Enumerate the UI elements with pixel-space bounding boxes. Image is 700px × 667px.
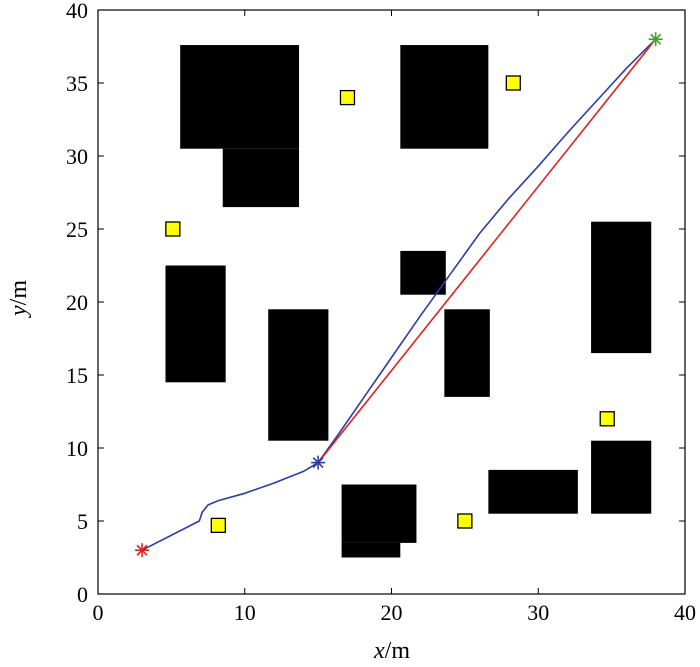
obstacle-6 xyxy=(444,309,490,397)
target-marker-4 xyxy=(210,517,226,534)
obstacle-4 xyxy=(268,309,329,441)
obstacle-8 xyxy=(591,440,652,514)
y-tick-label-6: 30 xyxy=(66,144,88,169)
y-tick-label-3: 15 xyxy=(66,363,88,388)
obstacle-11 xyxy=(341,542,401,558)
obstacle-0 xyxy=(180,45,300,149)
target-marker-2 xyxy=(165,221,181,237)
obstacle-10 xyxy=(341,484,417,543)
start-point-marker xyxy=(135,543,150,558)
y-axis-label: y/m xyxy=(6,280,32,318)
obstacle-layer xyxy=(165,45,652,558)
obstacle-1 xyxy=(222,148,300,208)
obstacle-7 xyxy=(591,221,652,354)
target-marker-0 xyxy=(339,89,356,106)
y-tick-label-0: 0 xyxy=(77,582,88,607)
path-line-1 xyxy=(317,38,657,464)
path-line-0 xyxy=(141,38,657,551)
obstacle-5 xyxy=(400,250,446,295)
path-line-layer xyxy=(141,38,657,551)
goal-point-marker xyxy=(648,32,663,47)
y-tick-label-7: 35 xyxy=(66,71,88,96)
target-marker-3 xyxy=(599,411,615,427)
obstacle-2 xyxy=(400,45,489,149)
x-tick-label-1: 10 xyxy=(234,600,256,625)
target-marker-1 xyxy=(505,75,521,91)
target-marker-5 xyxy=(457,513,473,529)
y-tick-label-8: 40 xyxy=(66,0,88,23)
y-tick-label-1: 5 xyxy=(77,509,88,534)
obstacle-3 xyxy=(165,265,226,383)
y-tick-label-5: 25 xyxy=(66,217,88,242)
tick-layer: 0 10 20 30 40 0 5 10 15 20 25 30 35 40 xyxy=(66,0,696,625)
x-tick-label-4: 40 xyxy=(674,600,696,625)
x-tick-label-3: 30 xyxy=(527,600,549,625)
obstacle-9 xyxy=(488,469,578,514)
x-tick-label-2: 20 xyxy=(381,600,403,625)
waypoint-marker xyxy=(311,455,326,470)
key-point-layer xyxy=(135,32,663,558)
x-tick-label-0: 0 xyxy=(93,600,104,625)
y-tick-label-4: 20 xyxy=(66,290,88,315)
x-axis-label: x/m xyxy=(373,638,410,664)
target-marker-layer xyxy=(165,75,615,534)
y-tick-label-2: 10 xyxy=(66,436,88,461)
